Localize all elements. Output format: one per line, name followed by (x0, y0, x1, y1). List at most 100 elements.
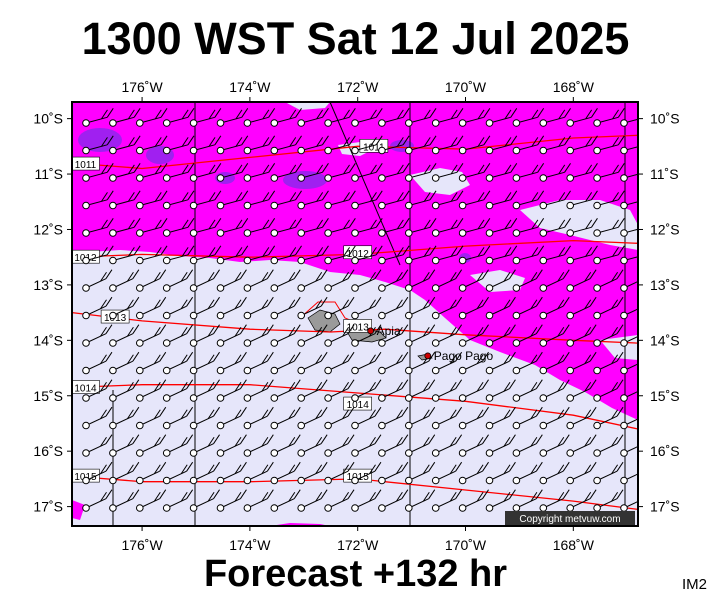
wind-barb (82, 108, 114, 127)
wind-barb (566, 190, 598, 210)
wind-barb-feather (584, 491, 592, 502)
wind-barb-station (485, 366, 494, 375)
wind-barb-station (351, 284, 359, 292)
wind-barb-feather (449, 381, 457, 392)
wind-barb-station (136, 504, 144, 512)
wind-barb (297, 434, 328, 457)
wind-barb (485, 434, 516, 457)
wind-barb-feather (401, 434, 409, 444)
wind-barb (189, 135, 222, 155)
wind-barb (593, 461, 624, 485)
wind-barb-station (566, 174, 575, 182)
wind-barb-feather (315, 436, 323, 447)
wind-barb-station (405, 174, 413, 182)
wind-barb-station (512, 421, 521, 430)
wind-barb (189, 489, 220, 512)
wind-barb (136, 324, 167, 347)
wind-barb-feather (347, 434, 355, 444)
wind-barb-feather (322, 245, 329, 256)
wind-barb-station (136, 366, 144, 375)
wind-barb-feather (423, 109, 431, 120)
wind-barb (270, 163, 302, 182)
wind-barb-feather (455, 324, 463, 334)
wind-barb-feather (241, 163, 249, 173)
wind-barb (270, 434, 301, 457)
wind-barb (566, 135, 598, 155)
wind-barb-station (243, 119, 252, 127)
wind-barb-feather (241, 245, 249, 256)
wind-barb-feather (133, 218, 141, 228)
wind-barb-feather (617, 245, 625, 256)
wind-barb (458, 296, 489, 320)
wind-barb (431, 108, 464, 127)
wind-barb-station (620, 174, 628, 182)
wind-barb-feather (106, 245, 114, 256)
wind-barb (324, 351, 355, 375)
wind-barb (512, 324, 543, 347)
wind-barb-feather (369, 271, 376, 282)
wind-barb-feather (348, 190, 356, 201)
lat-label-right: 12˚S (650, 221, 680, 237)
wind-barb-feather (213, 461, 220, 472)
wind-barb-feather (616, 269, 624, 279)
wind-barb-feather (126, 354, 134, 365)
wind-barb-station (82, 421, 90, 430)
wind-barb-feather (584, 354, 592, 365)
place-markers: Apia Pago Pago (367, 324, 493, 363)
wind-barb-station (216, 174, 225, 182)
wind-barb-feather (558, 219, 566, 230)
wind-barb-feather (126, 464, 134, 475)
wind-barb-feather (266, 406, 274, 417)
wind-barb-feather (509, 296, 516, 307)
wind-barb (162, 135, 195, 155)
wind-barb-feather (639, 137, 645, 146)
wind-barb-feather (343, 247, 350, 257)
wind-barb-feather (450, 164, 458, 175)
wind-barb-station (216, 201, 225, 210)
wind-barb (162, 351, 194, 375)
wind-barb-station (351, 119, 359, 127)
wind-barb-feather (261, 299, 269, 310)
wind-barb-station (431, 394, 440, 402)
wind-barb-feather (584, 326, 592, 337)
wind-barb-station (620, 229, 628, 237)
wind-barb-station (189, 146, 198, 155)
wind-barb-station (539, 366, 548, 375)
wind-barb-feather (288, 354, 296, 365)
wind-barb-station (216, 146, 225, 155)
wind-barb-feather (530, 299, 538, 310)
wind-barb (324, 489, 355, 512)
wind-barb-feather (562, 351, 570, 362)
wind-barb-station (458, 201, 467, 210)
wind-barb-station (405, 146, 413, 155)
wind-barb-feather (132, 461, 140, 472)
wind-barb (485, 245, 518, 265)
wind-barb-feather (535, 296, 543, 307)
wind-barb-feather (401, 351, 409, 362)
wind-barb-feather (295, 163, 302, 173)
wind-barb-feather (455, 489, 463, 499)
wind-barb-feather (535, 269, 543, 279)
wind-barb (620, 201, 638, 210)
wind-barb-feather (644, 462, 650, 471)
wind-barb-feather (315, 464, 323, 475)
wind-barb-station (351, 146, 359, 155)
wind-barb-station (109, 174, 117, 182)
wind-barb-station (216, 421, 225, 430)
wind-barb-feather (535, 379, 543, 389)
wind-barb (109, 379, 140, 402)
wind-barb (485, 190, 518, 210)
lon-label-top: 174˚W (229, 79, 271, 95)
wind-barb-feather (374, 324, 382, 334)
wind-barb-feather (315, 409, 323, 420)
wind-barb-station (297, 421, 306, 430)
wind-barb-feather (374, 434, 382, 444)
wind-barb-feather (240, 351, 247, 362)
wind-barb (216, 489, 247, 512)
wind-barb-feather (644, 352, 650, 361)
wind-barb-feather (106, 108, 114, 118)
wind-barb-feather (261, 271, 269, 282)
wind-barb-feather (530, 271, 538, 282)
wind-barb-feather (315, 381, 323, 392)
wind-barb-feather (585, 192, 593, 202)
